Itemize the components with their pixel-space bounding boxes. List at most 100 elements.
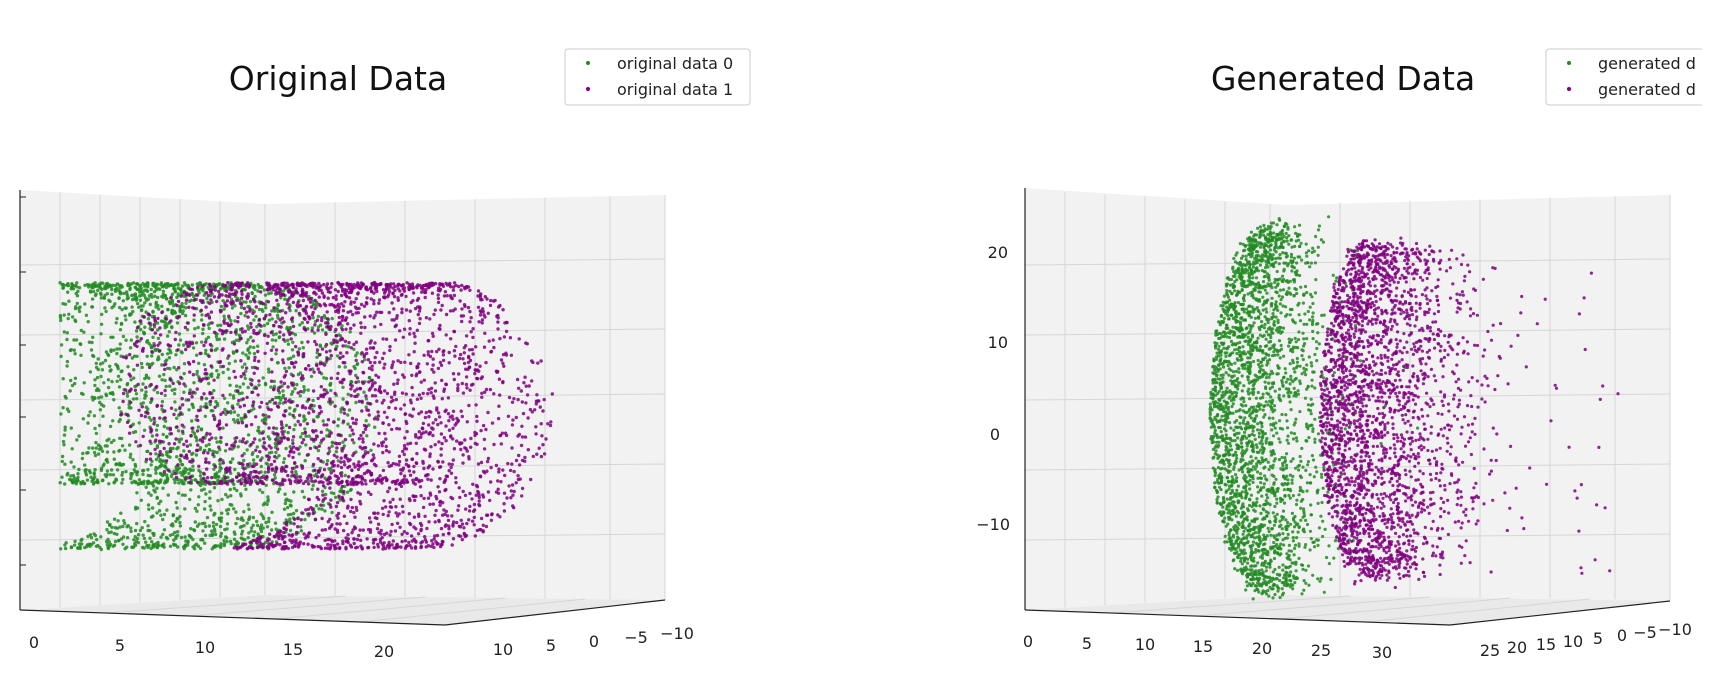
data-point [216,323,220,328]
data-point [261,481,265,486]
data-point [93,281,97,285]
data-point [335,344,339,348]
data-point [354,400,358,405]
data-point [315,415,319,419]
data-point [230,306,235,310]
data-point [264,447,268,451]
data-point [99,322,104,326]
data-point [428,354,433,359]
data-point [128,389,132,393]
data-point [424,410,428,415]
data-point [184,298,189,302]
data-point [208,490,212,494]
data-point [299,529,304,533]
data-point [361,455,365,459]
data-point [272,387,276,391]
data-point [155,423,160,428]
data-point [340,484,344,489]
data-point [458,299,462,303]
data-point [469,330,473,334]
data-point [209,348,213,352]
data-point [139,498,143,502]
data-point [102,462,106,466]
data-point [272,306,276,310]
data-point [366,358,371,362]
data-point [125,545,129,549]
axes-panes [1024,188,1671,625]
data-point [376,522,381,526]
data-point [293,479,297,484]
data-point [172,287,176,291]
data-point [174,437,178,441]
data-point [363,449,367,453]
data-point [208,390,212,395]
data-point [335,542,340,546]
data-point [244,310,249,314]
data-point [338,481,342,485]
data-point [389,529,393,534]
data-point [351,421,356,425]
data-point [286,513,291,517]
data-point [245,395,249,400]
data-point [424,316,429,320]
data-point [451,288,456,292]
data-point [135,282,139,286]
data-point [255,538,259,543]
data-point [196,425,201,429]
data-point [397,454,402,458]
data-point [267,370,271,374]
data-point [321,480,325,485]
data-point [202,323,206,327]
data-point [283,478,287,482]
data-point [387,464,392,468]
data-point [516,474,520,478]
data-point [300,431,305,436]
data-point [318,304,323,308]
data-point [217,292,222,297]
data-point [127,372,131,376]
data-point [382,398,386,402]
data-point [163,323,167,328]
data-point [437,440,441,444]
data-point [341,378,345,382]
data-point [266,300,271,304]
data-point [349,290,353,294]
data-point [305,422,310,426]
data-point [73,381,77,386]
data-point [212,378,216,382]
data-point [199,318,204,322]
data-point [402,481,406,485]
data-point [525,393,530,397]
data-point [431,502,435,506]
data-point [487,339,491,343]
data-point [290,540,294,545]
data-point [334,297,338,301]
data-point [191,468,195,472]
data-point [340,337,345,341]
data-point [170,298,175,303]
data-point [436,422,440,427]
data-point [65,407,70,411]
data-point [169,432,173,436]
data-point [316,396,320,401]
data-point [227,467,231,472]
data-point [177,381,182,386]
data-point [371,453,375,457]
data-point [119,321,124,326]
data-point [162,472,166,477]
data-point [463,532,467,537]
data-point [191,306,195,310]
gridline [274,597,506,620]
data-point [203,351,208,356]
data-point [246,315,250,319]
data-point [325,478,329,482]
data-point [370,364,374,368]
data-point [221,364,225,369]
data-point [133,388,138,392]
data-point [404,392,408,396]
data-point [475,419,479,423]
data-point [273,476,277,480]
data-point [282,333,286,337]
data-point [393,529,398,533]
data-point [139,308,144,313]
